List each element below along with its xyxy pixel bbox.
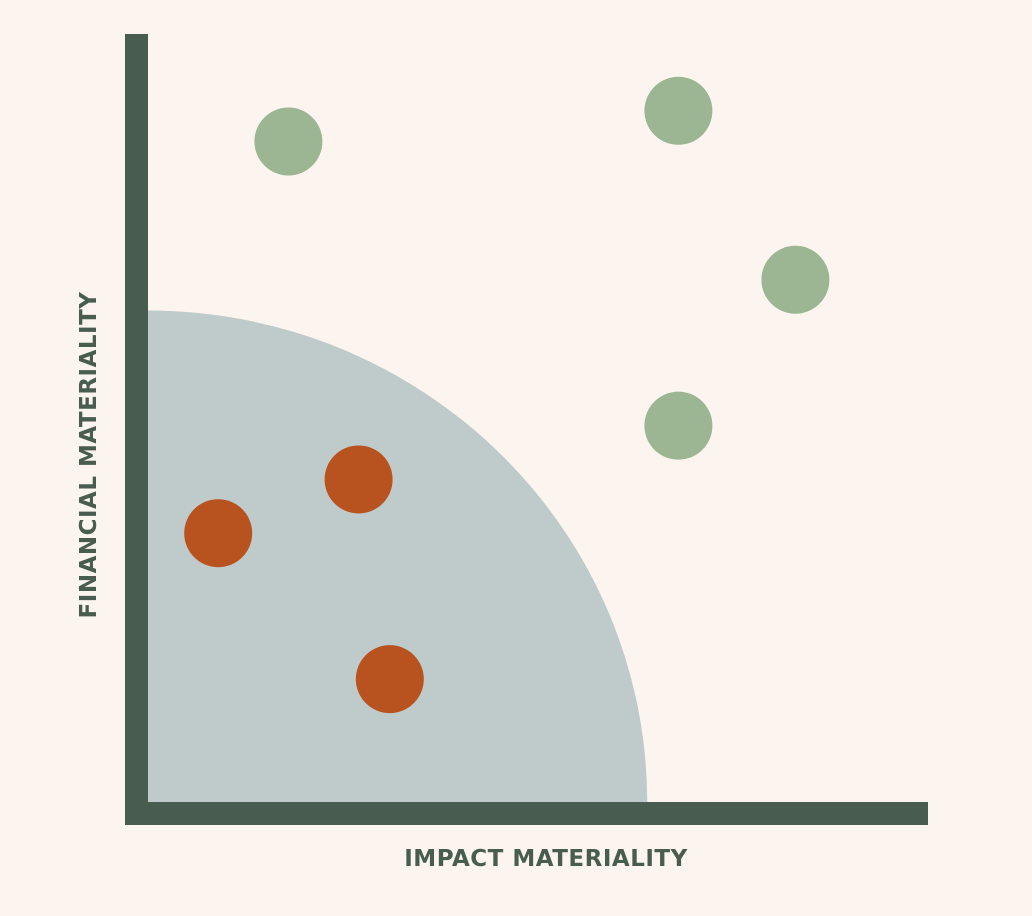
data-points [184,76,830,714]
y-axis-line [125,34,148,825]
threshold-region [148,310,648,802]
x-axis-line [125,802,928,825]
data-point-series1-2 [324,445,393,514]
y-axis-label: FINANCIAL MATERIALITY [76,292,102,619]
data-point-series1-3 [355,645,424,714]
data-point-series2-1 [254,107,323,176]
data-point-series1-1 [184,499,253,568]
x-axis-label: IMPACT MATERIALITY [404,846,688,872]
data-point-series2-4 [644,391,713,460]
data-point-series2-3 [761,245,830,314]
data-point-series2-2 [644,76,713,145]
